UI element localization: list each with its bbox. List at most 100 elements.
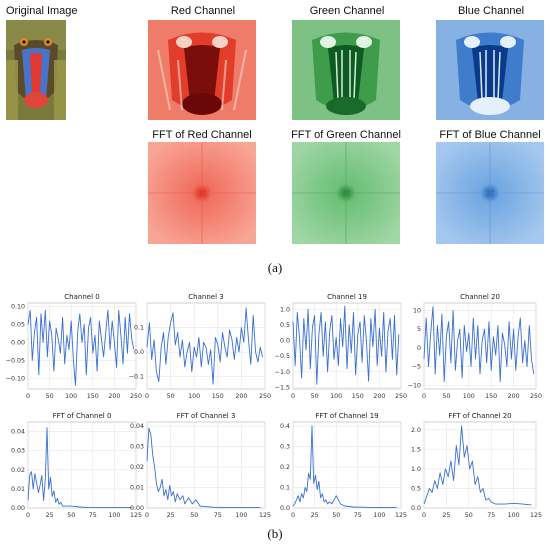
x-tick-label: 0 [145, 393, 149, 400]
y-tick-label: −1.5 [275, 384, 290, 391]
y-tick-label: 0.02 [130, 464, 144, 471]
y-tick-label: 0.0 [411, 505, 421, 512]
series-line [423, 306, 535, 382]
x-tick-label: 0 [291, 512, 295, 519]
y-tick-label: 0.04 [11, 429, 25, 436]
y-tick-label: 0.01 [130, 485, 144, 492]
title-red-channel: Red Channel [170, 5, 236, 17]
chart-6: 0 25 50 75 100 125 0.4 0.3 0.2 0.1 0.0 FFT of Chann… [280, 412, 407, 519]
y-tick-label: 0.5 [411, 485, 421, 492]
y-tick-label: 0.00 [11, 505, 25, 512]
x-tick-label: 50 [332, 512, 340, 519]
y-tick-label: 0.1 [280, 485, 290, 492]
y-tick-label: 0.1 [134, 325, 144, 332]
original-image [6, 20, 66, 120]
series-line [27, 427, 132, 509]
chart-title: FFT of Channel 20 [448, 412, 511, 420]
y-tick-label: 0.03 [130, 444, 144, 451]
x-tick-label: 125 [130, 512, 142, 519]
y-tick-label: 0.04 [130, 423, 144, 430]
x-tick-label: 0 [145, 512, 149, 519]
chart-title: Channel 19 [327, 293, 367, 301]
y-tick-label: 0.05 [11, 322, 25, 329]
x-tick-label: 200 [108, 393, 120, 400]
x-tick-label: 250 [259, 393, 271, 400]
caption-a: (a) [267, 260, 283, 275]
x-tick-label: 100 [108, 512, 120, 519]
y-tick-label: 0.01 [11, 486, 25, 493]
fft-blue-image [436, 142, 544, 244]
y-tick-label: 1.5 [411, 446, 421, 453]
x-tick-label: 75 [354, 512, 362, 519]
x-tick-label: 75 [89, 512, 97, 519]
plot-frame [423, 421, 537, 509]
chart-title: FFT of Channel 3 [177, 412, 236, 420]
x-tick-label: 250 [130, 393, 142, 400]
y-tick-label: 0.0 [280, 338, 290, 345]
x-tick-label: 200 [373, 393, 385, 400]
x-tick-label: 125 [259, 512, 271, 519]
y-tick-label: 0.03 [11, 448, 25, 455]
chart-7: 0 25 50 75 100 125 2.0 1.5 1.0 0.5 0.0 FFT of Chann… [411, 412, 542, 519]
x-tick-label: 250 [530, 393, 542, 400]
x-tick-label: 0 [422, 512, 426, 519]
y-tick-label: 0 [417, 345, 421, 352]
y-tick-label: 0.4 [280, 423, 290, 430]
x-tick-label: 250 [395, 393, 407, 400]
fft-red-image [148, 142, 256, 244]
y-tick-label: 0.0 [280, 505, 290, 512]
plot-frame [423, 302, 537, 390]
x-tick-label: 150 [485, 393, 497, 400]
chart-0: 0 50 100 150 200 250 0.10 0.05 0.00 −0.05 −0.10 Cha… [6, 293, 142, 400]
y-tick-label: −0.1 [129, 374, 144, 381]
y-tick-label: 0.2 [280, 464, 290, 471]
x-tick-label: 50 [311, 393, 319, 400]
y-tick-label: 0.3 [280, 444, 290, 451]
y-tick-label: 10 [413, 307, 421, 314]
title-original-image: Original Image [6, 5, 78, 17]
x-tick-label: 100 [463, 393, 475, 400]
y-tick-label: 0.5 [280, 322, 290, 329]
x-tick-label: 150 [212, 393, 224, 400]
y-tick-label: −0.10 [6, 375, 25, 382]
red-channel-image [148, 20, 256, 120]
plot-frame [292, 302, 402, 390]
title-fft-blue: FFT of Blue Channel [439, 129, 541, 141]
chart-title: Channel 3 [188, 293, 223, 301]
x-tick-label: 75 [214, 512, 222, 519]
y-tick-label: 2.0 [411, 427, 421, 434]
x-tick-label: 200 [235, 393, 247, 400]
plot-frame [27, 302, 137, 390]
x-tick-label: 200 [508, 393, 520, 400]
y-tick-label: 1.0 [280, 306, 290, 313]
chart-1: 0 50 100 150 200 250 0.1 0.0 −0.1 Channel 3 [129, 293, 271, 400]
title-fft-red: FFT of Red Channel [152, 129, 252, 141]
chart-title: FFT of Channel 19 [315, 412, 378, 420]
y-tick-label: −5 [412, 364, 421, 371]
y-tick-label: −1.0 [275, 369, 290, 376]
y-tick-label: 0.00 [130, 505, 144, 512]
title-green-channel: Green Channel [309, 5, 385, 17]
x-tick-label: 50 [442, 393, 450, 400]
x-tick-label: 50 [46, 393, 54, 400]
y-tick-label: 0.0 [134, 349, 144, 356]
x-tick-label: 0 [422, 393, 426, 400]
x-tick-label: 25 [46, 512, 54, 519]
x-tick-label: 125 [395, 512, 407, 519]
series-line [146, 427, 261, 509]
plot-frame [146, 421, 266, 509]
chart-title: FFT of Channel 0 [53, 412, 112, 420]
fft-green-image [292, 142, 400, 244]
title-fft-green: FFT of Green Channel [291, 129, 401, 141]
chart-2: 0 50 100 150 200 250 1.0 0.5 0.0 −0.5 −1.0 −1.5 Chan… [275, 293, 407, 400]
blue-channel-image [436, 20, 544, 120]
series-line [292, 305, 400, 385]
x-tick-label: 0 [26, 393, 30, 400]
caption-b: (b) [267, 526, 283, 541]
x-tick-label: 50 [167, 393, 175, 400]
series-line [423, 425, 532, 506]
x-tick-label: 100 [65, 393, 77, 400]
y-tick-label: −0.05 [6, 357, 25, 364]
x-tick-label: 50 [190, 512, 198, 519]
chart-4: 0 25 50 75 100 125 0.04 0.03 0.02 0.01 0.00 FFT of … [11, 412, 142, 519]
